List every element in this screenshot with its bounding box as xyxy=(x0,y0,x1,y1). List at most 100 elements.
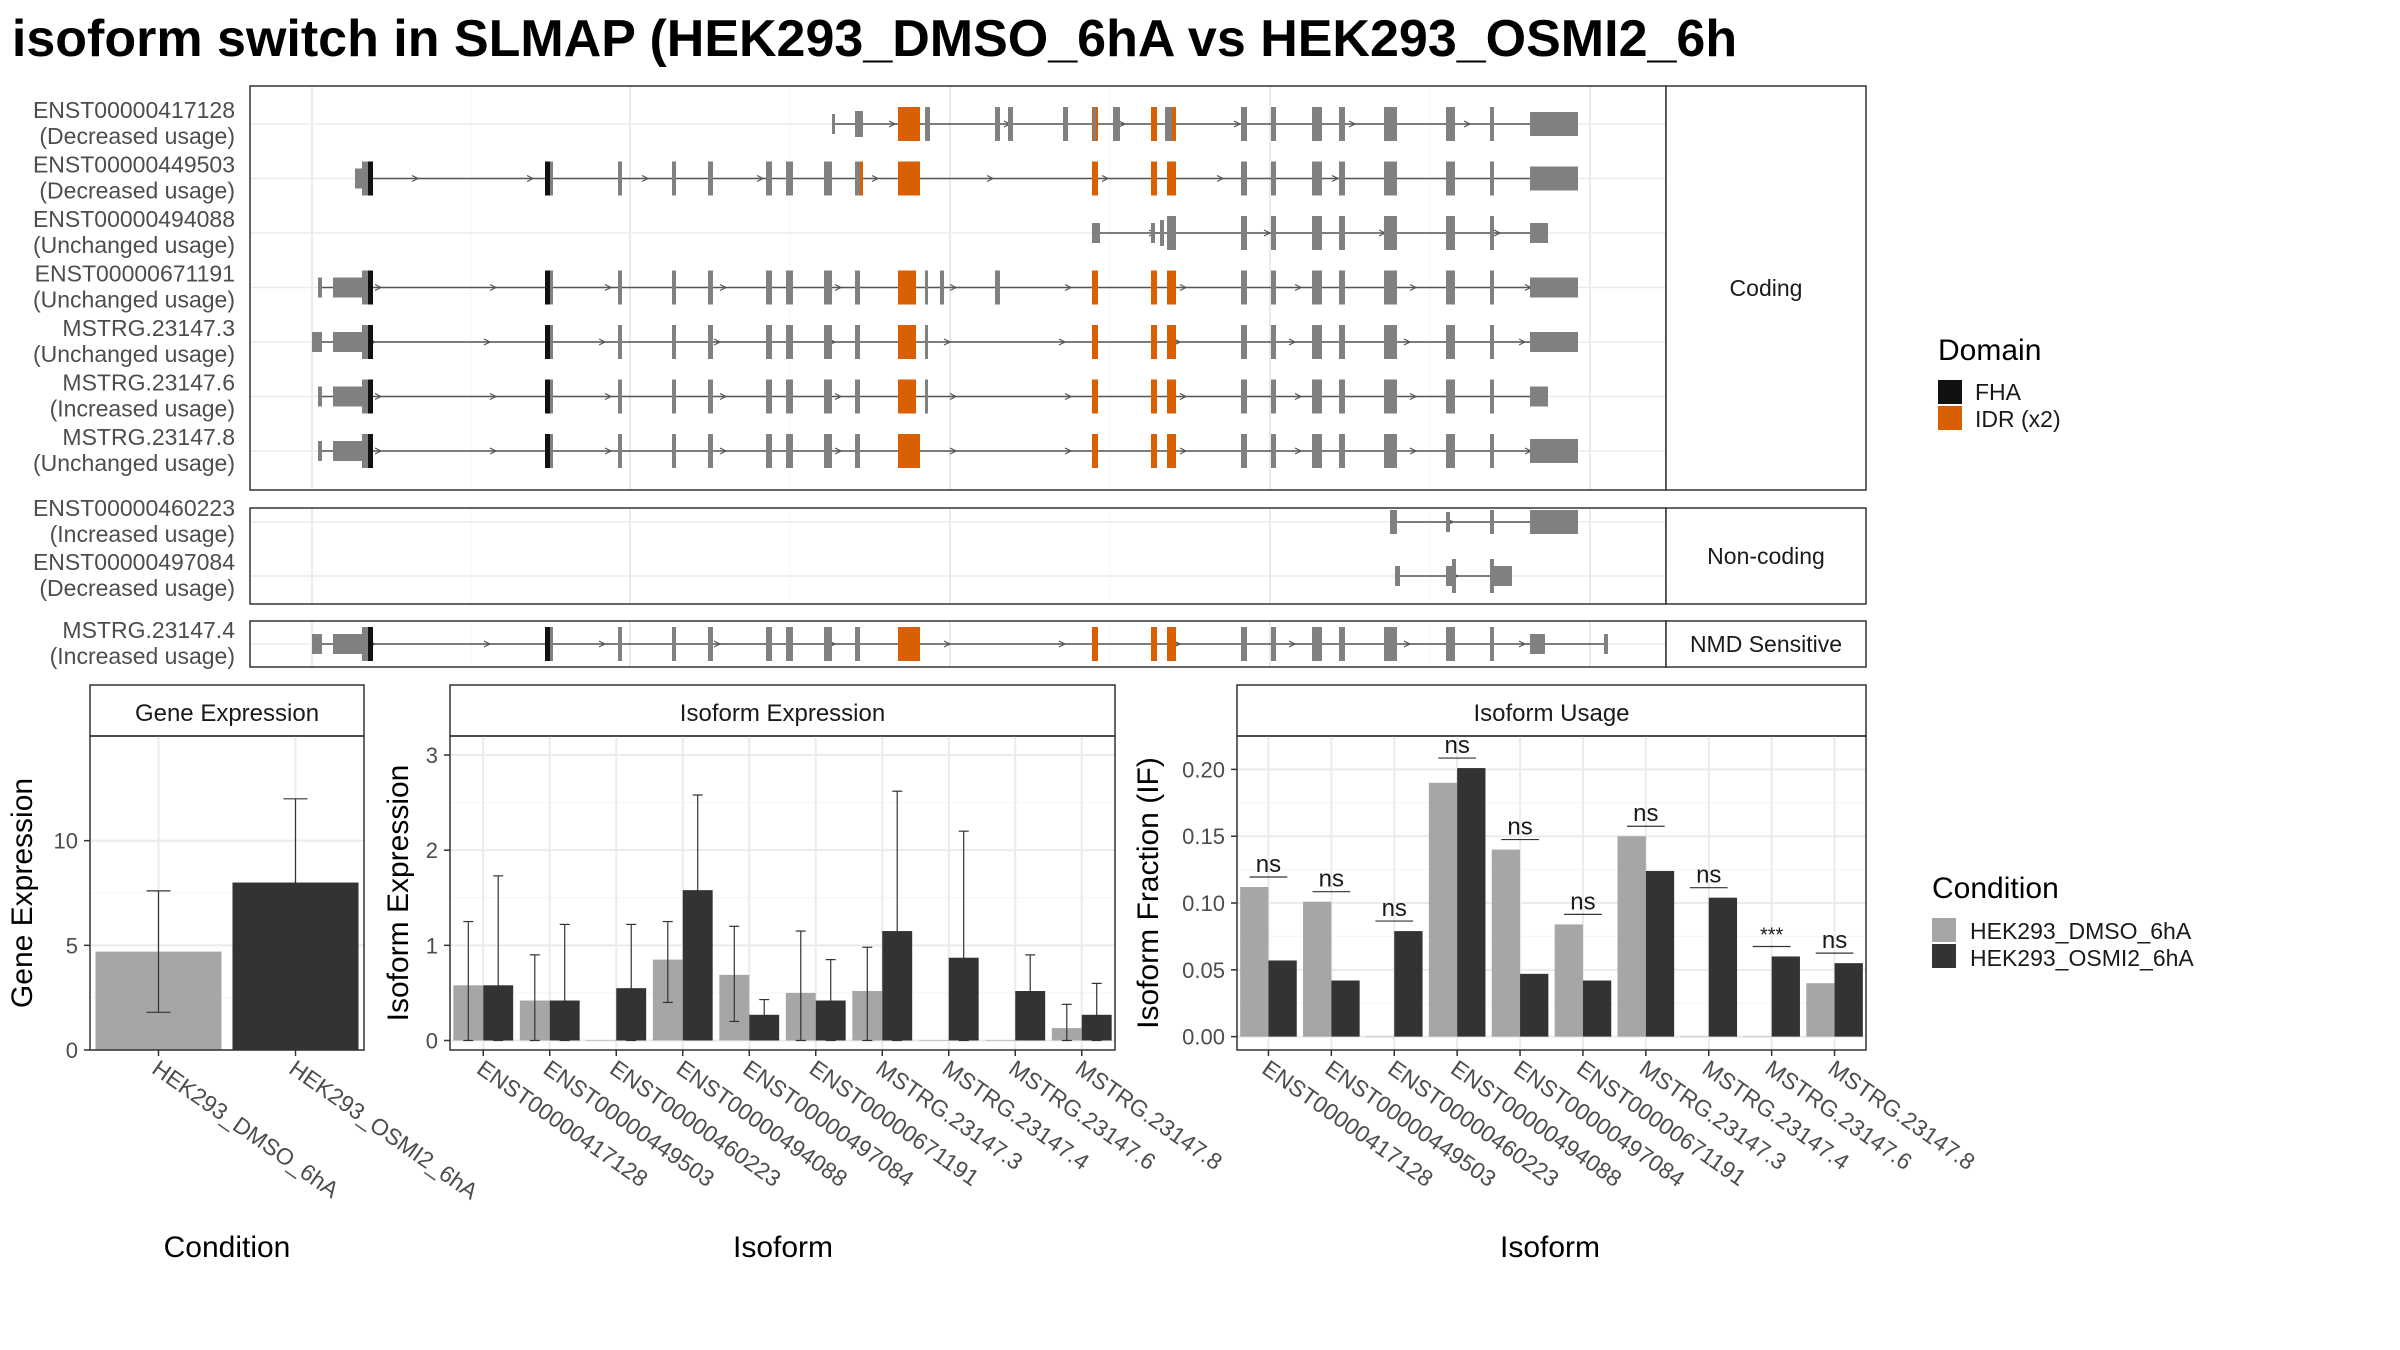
exon xyxy=(824,325,832,359)
idr-domain xyxy=(1151,161,1157,196)
exon xyxy=(1339,216,1345,250)
transcript-track xyxy=(318,434,1578,468)
exon xyxy=(1490,434,1494,468)
exon xyxy=(1167,216,1176,250)
idr-domain xyxy=(898,107,920,141)
bar-dmso xyxy=(1680,1036,1709,1038)
exon xyxy=(995,270,1000,305)
direction-arrow xyxy=(1179,283,1188,292)
exon xyxy=(672,627,676,661)
exon xyxy=(1490,559,1494,593)
exon xyxy=(1271,107,1276,141)
exon xyxy=(708,379,713,414)
bar-osmi2 xyxy=(1394,931,1423,1037)
exon xyxy=(1271,325,1276,359)
exon xyxy=(1312,270,1322,305)
exon xyxy=(1241,270,1247,305)
transcript-structure-area: ENST00000417128(Decreased usage)ENST0000… xyxy=(33,85,1867,669)
direction-arrow xyxy=(1058,338,1067,346)
exon xyxy=(708,270,713,305)
exon xyxy=(824,270,832,305)
exon xyxy=(1530,223,1548,243)
direction-arrow xyxy=(949,447,958,455)
direction-arrow xyxy=(604,392,613,401)
exon xyxy=(550,270,553,305)
direction-arrow xyxy=(713,338,722,346)
bar-dmso xyxy=(1806,983,1835,1037)
exon xyxy=(1446,379,1455,414)
exon xyxy=(1446,566,1452,586)
fha-domain xyxy=(545,627,550,661)
exon xyxy=(1530,510,1578,534)
bar-dmso xyxy=(1240,886,1269,1037)
osmi2-legend-swatch xyxy=(1932,944,1956,968)
exon xyxy=(1241,107,1247,141)
direction-arrow xyxy=(1064,447,1073,455)
fha-domain xyxy=(368,379,373,414)
exon xyxy=(1113,107,1120,141)
exon xyxy=(1530,439,1578,463)
exon xyxy=(855,161,860,196)
exon xyxy=(925,325,928,359)
exon xyxy=(318,441,322,461)
idr-domain xyxy=(1151,379,1157,414)
exon xyxy=(1384,434,1397,468)
exon xyxy=(1530,277,1578,298)
chart-border xyxy=(449,735,1116,1051)
idr-domain xyxy=(1092,325,1098,359)
transcript-usage-label: (Increased usage) xyxy=(50,521,235,547)
direction-arrow xyxy=(489,283,498,292)
exon xyxy=(1384,325,1397,359)
exon xyxy=(1384,379,1397,414)
transcript-track xyxy=(832,107,1578,141)
direction-arrow xyxy=(756,174,765,183)
exon xyxy=(855,379,860,414)
transcript-usage-label: (Unchanged usage) xyxy=(33,450,235,476)
direction-arrow xyxy=(888,120,897,128)
direction-arrow xyxy=(1403,640,1412,648)
y-axis-title: Isoform Expression xyxy=(382,765,415,1022)
direction-arrow xyxy=(489,392,498,401)
strip-label: Non-coding xyxy=(1707,543,1825,569)
bar-osmi2 xyxy=(1834,963,1863,1037)
exon xyxy=(855,434,860,468)
y-tick-label: 0.20 xyxy=(1182,757,1225,782)
exon xyxy=(312,332,322,352)
exon xyxy=(1092,223,1100,243)
exon xyxy=(1446,107,1455,141)
transcript-track xyxy=(355,161,1578,196)
domain-legend-title: Domain xyxy=(1938,334,2041,367)
direction-arrow xyxy=(719,283,728,292)
transcript-track xyxy=(318,270,1578,305)
exon xyxy=(1008,107,1013,141)
fha-domain xyxy=(368,270,373,305)
significance-label: ns xyxy=(1570,888,1595,915)
exon xyxy=(333,332,362,352)
exon xyxy=(362,270,368,305)
exon xyxy=(550,627,553,661)
exon xyxy=(708,325,713,359)
transcript-id-label: MSTRG.23147.6 xyxy=(62,370,235,396)
bar-osmi2 xyxy=(1645,870,1675,1037)
y-tick-label: 1 xyxy=(426,933,438,958)
transcript-id-label: ENST00000494088 xyxy=(33,206,235,232)
direction-arrow xyxy=(1064,392,1073,401)
transcript-usage-label: (Unchanged usage) xyxy=(33,232,235,258)
exon xyxy=(618,627,622,661)
fha-domain xyxy=(545,270,550,305)
figure-title: The isoform switch in SLMAP (HEK293_DMSO… xyxy=(0,10,1737,68)
direction-arrow xyxy=(1409,447,1418,455)
transcript-id-label: MSTRG.23147.8 xyxy=(62,424,235,450)
exon xyxy=(618,161,622,196)
direction-arrow xyxy=(719,392,728,401)
fha-domain xyxy=(368,161,373,196)
exon xyxy=(1384,107,1397,141)
condition-legend-title: Condition xyxy=(1932,872,2059,905)
y-tick-label: 5 xyxy=(66,933,78,958)
exon xyxy=(672,434,676,468)
exon xyxy=(1390,510,1397,534)
fha-domain xyxy=(545,161,550,196)
direction-arrow xyxy=(1518,338,1527,346)
exon xyxy=(786,379,793,414)
y-tick-label: 0 xyxy=(66,1038,78,1063)
